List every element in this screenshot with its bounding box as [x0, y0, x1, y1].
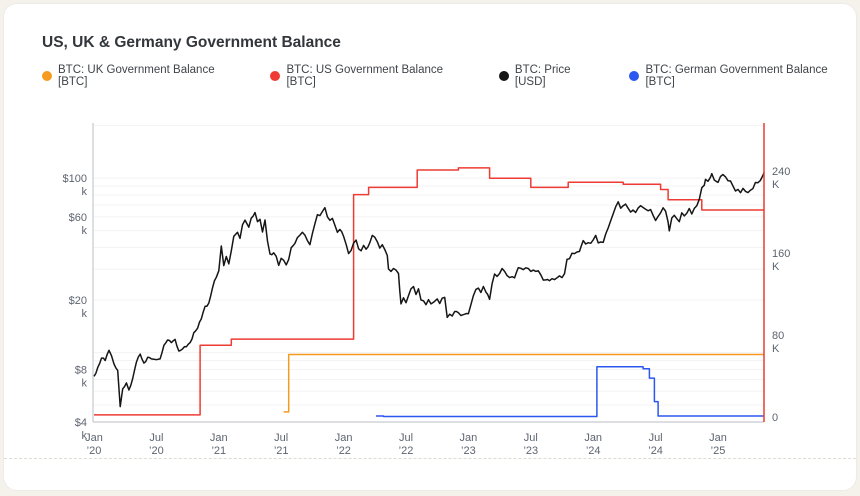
x-tick-label: Jan ’25 [709, 432, 727, 457]
chart-title: US, UK & Germany Government Balance [42, 34, 341, 51]
y-right-tick-label: 0 [772, 412, 778, 424]
legend-item-german-balance[interactable]: BTC: German Government Balance [BTC] [629, 64, 856, 88]
x-tick-label: Jan ’20 [85, 432, 103, 457]
x-tick-label: Jul ’22 [399, 432, 414, 457]
x-tick-label: Jul ’21 [274, 432, 289, 457]
x-tick-label: Jan ’23 [460, 432, 478, 457]
legend-label-uk: BTC: UK Government Balance [BTC] [58, 64, 215, 88]
x-tick-label: Jul ’23 [523, 432, 538, 457]
y-right-tick-label: 160 K [772, 248, 790, 273]
legend-dot-uk [42, 71, 52, 81]
y-left-tick-label: $4 k [75, 417, 88, 442]
x-tick-label: Jan ’22 [335, 432, 353, 457]
legend-label-price: BTC: Price [USD] [514, 64, 571, 88]
y-left-tick-label: $60 k [69, 212, 88, 237]
x-tick-label: Jan ’24 [584, 432, 602, 457]
uk-balance-line [283, 353, 765, 413]
legend-dot-german [629, 71, 640, 81]
x-tick-label: Jul ’24 [648, 432, 663, 457]
legend-item-us-balance[interactable]: BTC: US Government Balance [BTC] [270, 64, 471, 88]
y-left-tick-label: $8 k [75, 365, 88, 390]
chart-legend: BTC: UK Government Balance [BTC] BTC: US… [42, 64, 856, 88]
legend-dot-us [270, 71, 281, 81]
y-left-tick-label: $20 k [69, 295, 88, 320]
x-tick-label: Jan ’21 [210, 432, 228, 457]
legend-label-german: BTC: German Government Balance [BTC] [645, 64, 828, 88]
chart-card: US, UK & Germany Government Balance BTC:… [3, 3, 857, 491]
y-right-tick-label: 80 K [772, 330, 784, 355]
price-line [93, 171, 765, 408]
y-left-tick-label: $100 k [63, 173, 88, 198]
german-balance-line [376, 366, 765, 418]
x-tick-label: Jul ’20 [149, 432, 164, 457]
legend-item-price[interactable]: BTC: Price [USD] [498, 64, 603, 88]
legend-item-uk-balance[interactable]: BTC: UK Government Balance [BTC] [42, 64, 243, 88]
card-footer-divider [4, 458, 856, 459]
chart-plot: $100 k $60 k $20 k $8 k $4 k 240 K 160 K 80 K 0 Jan ’20 Jul… [63, 123, 790, 457]
legend-dot-price [498, 71, 509, 81]
us-balance-line [94, 167, 765, 416]
y-right-tick-label: 240 K [772, 166, 790, 191]
legend-label-us: BTC: US Government Balance [BTC] [286, 64, 444, 88]
